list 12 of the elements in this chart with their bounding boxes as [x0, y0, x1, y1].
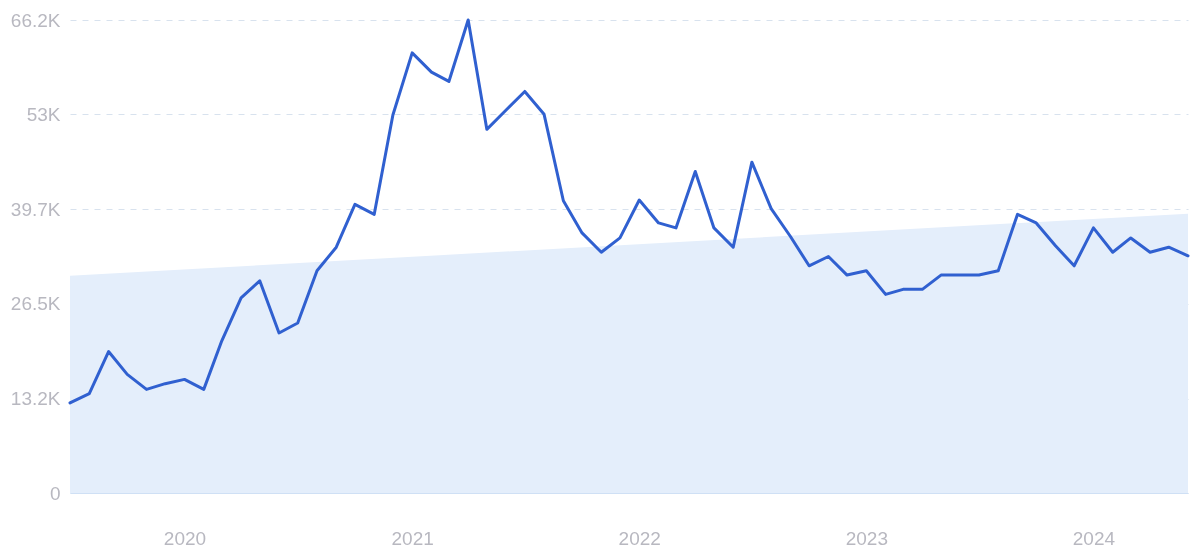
x-tick-label: 2020	[163, 527, 207, 549]
x-tick-label: 2021	[391, 527, 434, 549]
x-tick-label: 2023	[845, 527, 888, 549]
x-tick-label: 2024	[1072, 527, 1116, 549]
y-tick-label: 0	[49, 482, 61, 504]
line-series	[68, 18, 1190, 405]
x-tick-label: 2022	[618, 527, 661, 549]
y-tick-label: 53K	[26, 103, 61, 125]
y-tick-label: 26.5K	[10, 293, 61, 315]
y-tick-label: 39.7K	[10, 198, 61, 220]
y-tick-label: 66.2K	[10, 9, 61, 31]
y-tick-label: 13.2K	[10, 388, 61, 410]
